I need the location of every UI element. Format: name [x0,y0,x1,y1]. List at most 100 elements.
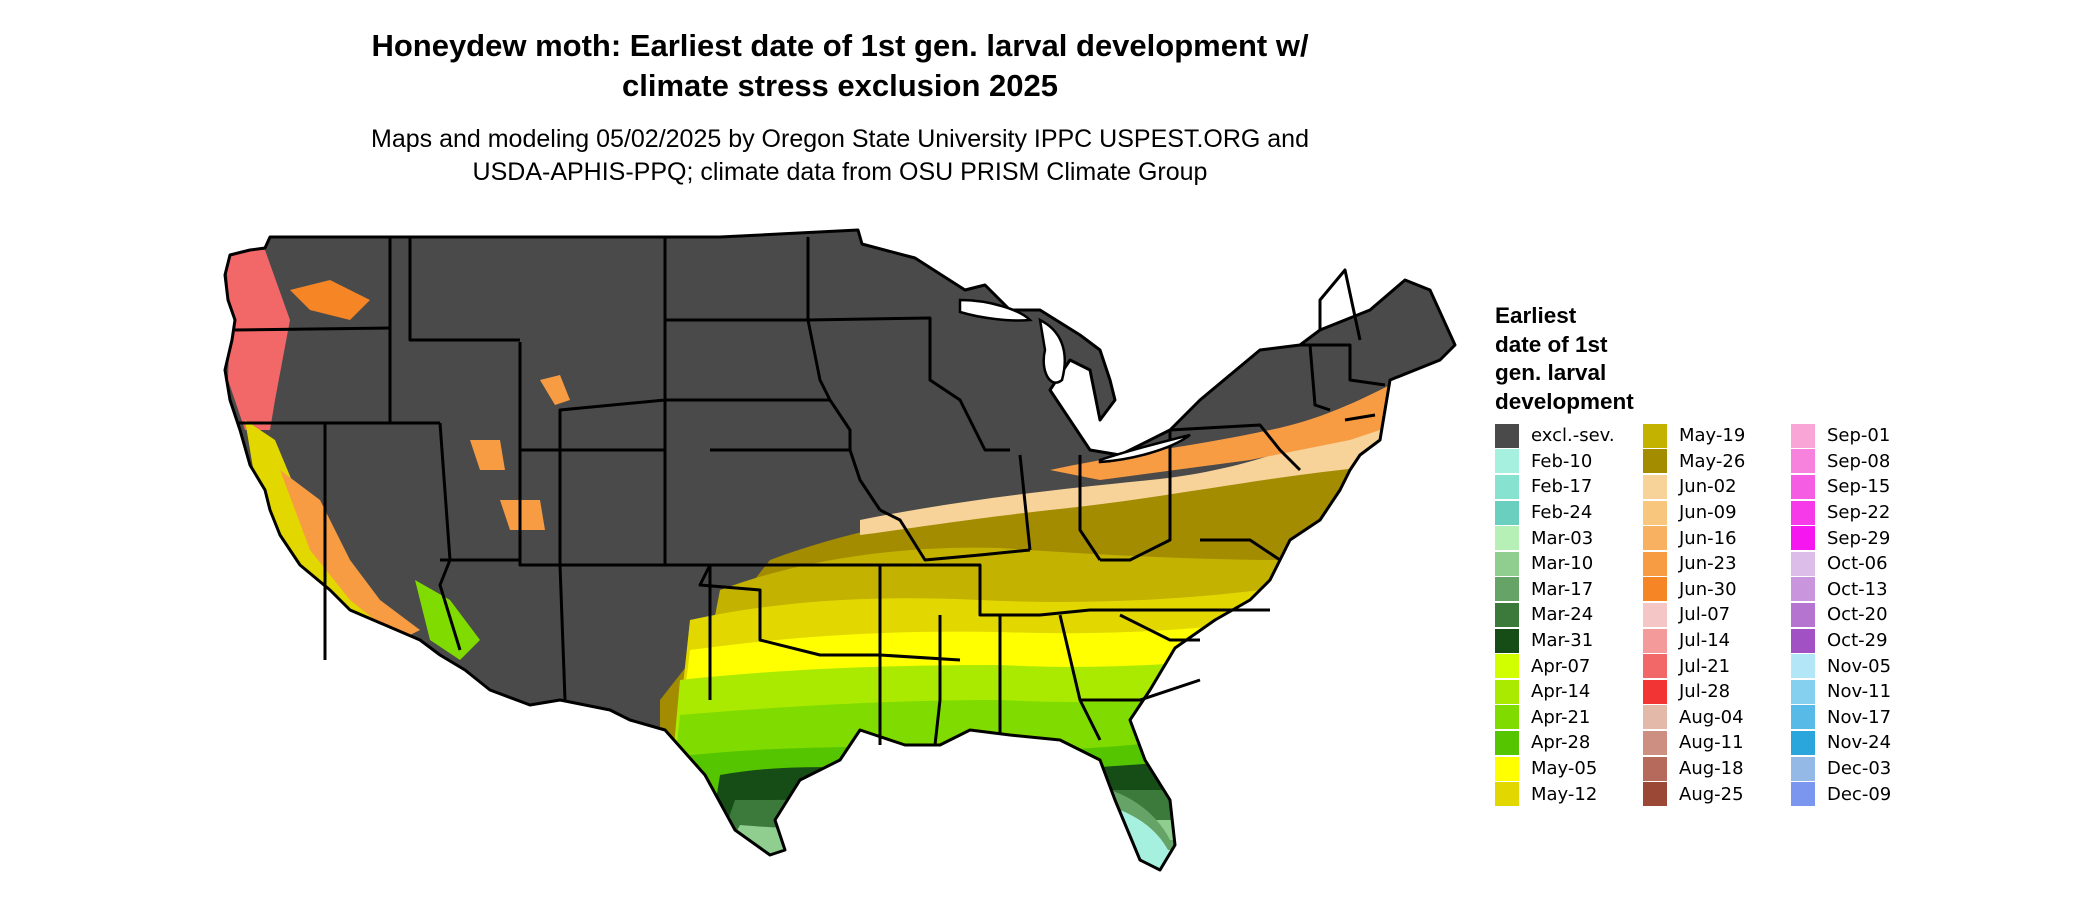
legend-item: Mar-31 [1495,628,1643,654]
legend-label: Jun-02 [1679,476,1737,498]
legend-swatch [1495,449,1519,474]
legend-swatch [1643,730,1667,755]
legend-item: Apr-28 [1495,730,1643,756]
legend-swatch [1495,705,1519,730]
legend-swatch [1643,500,1667,525]
map-raster [225,230,1455,870]
legend-label: Apr-14 [1531,681,1591,703]
legend-item: Nov-17 [1791,705,1939,731]
legend-item: Aug-18 [1643,756,1791,782]
legend-label: Nov-11 [1827,681,1892,703]
legend-item: Nov-05 [1791,653,1939,679]
legend-label: Jun-23 [1679,553,1737,575]
map-title: Honeydew moth: Earliest date of 1st gen.… [230,26,1450,106]
legend-label: Jul-28 [1679,681,1731,703]
legend-item: Jul-21 [1643,653,1791,679]
state-boundaries [223,228,1457,872]
legend-swatch [1791,577,1815,602]
legend-item: Nov-11 [1791,679,1939,705]
legend-label: Mar-03 [1531,527,1594,549]
legend-item: Feb-17 [1495,474,1643,500]
legend-title-line: development [1495,388,1634,414]
legend-label: Aug-18 [1679,758,1744,780]
legend-label: Sep-08 [1827,450,1891,472]
legend-swatch [1643,679,1667,704]
legend-label: Jul-07 [1679,604,1731,626]
legend-label: Nov-24 [1827,732,1892,754]
legend-label: Jul-14 [1679,630,1731,652]
legend-swatch [1495,628,1519,653]
legend-swatch [1643,423,1667,448]
legend-swatch [1791,628,1815,653]
legend-item: Jun-02 [1643,474,1791,500]
legend-label: May-05 [1531,758,1598,780]
legend-swatch [1791,705,1815,730]
legend-label: excl.-sev. [1531,425,1615,447]
legend-label: Dec-03 [1827,758,1892,780]
legend-label: Sep-15 [1827,476,1891,498]
legend-label: Sep-01 [1827,425,1891,447]
legend-swatch [1495,602,1519,627]
legend-label: Apr-28 [1531,732,1591,754]
legend-item: Aug-11 [1643,730,1791,756]
legend-label: Dec-09 [1827,783,1892,805]
legend-item: May-12 [1495,781,1643,807]
map-subtitle: Maps and modeling 05/02/2025 by Oregon S… [230,123,1450,189]
legend-label: Apr-07 [1531,655,1591,677]
legend-label: Aug-25 [1679,783,1744,805]
legend-item: Jun-09 [1643,500,1791,526]
legend-swatch [1495,654,1519,679]
legend-label: Sep-22 [1827,502,1891,524]
legend-column-2: May-19 May-26 Jun-02 Jun-09 Jun-16 Jun-23 Jun-… [1643,423,1791,807]
legend-label: Nov-17 [1827,706,1892,728]
legend-item: Jun-16 [1643,525,1791,551]
legend-item: Mar-10 [1495,551,1643,577]
legend-swatch [1495,679,1519,704]
legend-item: May-19 [1643,423,1791,449]
legend-swatch [1643,602,1667,627]
legend-swatch [1643,526,1667,551]
legend-swatch [1643,474,1667,499]
legend-swatch [1643,756,1667,781]
legend-item: Jul-07 [1643,602,1791,628]
legend-column-3: Sep-01 Sep-08 Sep-15 Sep-22 Sep-29 Oct-06 Oct-… [1791,423,1939,807]
legend-item: Sep-15 [1791,474,1939,500]
legend-item: Apr-07 [1495,653,1643,679]
legend-swatch [1791,551,1815,576]
legend-swatch [1791,730,1815,755]
map-subtitle-line1: Maps and modeling 05/02/2025 by Oregon S… [371,125,1309,153]
legend-item: Dec-09 [1791,781,1939,807]
legend-item: Mar-03 [1495,525,1643,551]
legend-label: May-19 [1679,425,1746,447]
legend-swatch [1643,449,1667,474]
legend-item: Dec-03 [1791,756,1939,782]
legend-item: Mar-24 [1495,602,1643,628]
legend-swatch [1495,423,1519,448]
legend-label: Jun-16 [1679,527,1737,549]
legend-swatch [1495,551,1519,576]
legend-column-1: excl.-sev. Feb-10 Feb-17 Feb-24 Mar-03 Mar-10… [1495,423,1643,807]
legend-label: Feb-24 [1531,502,1593,524]
legend-swatch [1495,782,1519,807]
map-subtitle-line2: USDA-APHIS-PPQ; climate data from OSU PR… [472,158,1208,186]
legend-item: Nov-24 [1791,730,1939,756]
legend-title-line: date of 1st [1495,331,1608,357]
legend-swatch [1643,628,1667,653]
map-title-line1: Honeydew moth: Earliest date of 1st gen.… [371,28,1309,63]
legend-item: Mar-17 [1495,577,1643,603]
legend-item: Sep-08 [1791,449,1939,475]
legend-item: May-26 [1643,449,1791,475]
legend-label: Aug-04 [1679,706,1744,728]
legend-label: Mar-31 [1531,630,1594,652]
legend-swatch [1643,577,1667,602]
legend-title-line: gen. larval [1495,360,1607,385]
map-title-line2: climate stress exclusion 2025 [622,68,1058,103]
legend-swatch [1791,654,1815,679]
legend-title: Earliest date of 1st gen. larval develop… [1495,302,1695,416]
legend-item: Jun-30 [1643,577,1791,603]
legend-label: Feb-10 [1531,450,1593,472]
legend-swatch [1495,500,1519,525]
legend-label: Apr-21 [1531,706,1591,728]
legend-item: Sep-01 [1791,423,1939,449]
legend-label: Oct-13 [1827,578,1888,600]
